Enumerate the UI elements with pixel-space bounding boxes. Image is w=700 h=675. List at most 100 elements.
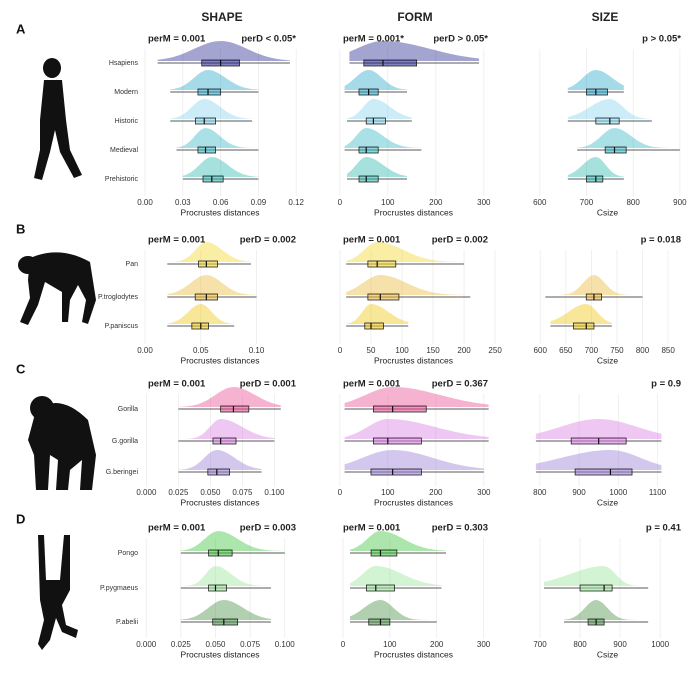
density — [167, 242, 251, 262]
x-tick-label: 600 — [533, 198, 547, 207]
x-tick-label: 0.00 — [137, 198, 153, 207]
panel-label: A — [16, 21, 26, 36]
density — [167, 304, 235, 324]
x-tick-label: 50 — [367, 346, 376, 355]
density — [567, 70, 624, 90]
density — [544, 566, 649, 586]
category-label: Gorilla — [118, 406, 138, 413]
density — [178, 419, 275, 439]
density — [550, 304, 612, 324]
box — [212, 618, 239, 626]
density — [344, 450, 484, 470]
x-axis-label: Procrustes distances — [374, 649, 453, 659]
x-tick-label: 900 — [673, 198, 687, 207]
density — [178, 450, 262, 470]
panel-label: B — [16, 221, 25, 236]
box — [586, 175, 604, 183]
x-tick-label: 0.000 — [136, 640, 157, 649]
column-title: FORM — [397, 10, 432, 24]
density — [167, 275, 257, 295]
x-axis-label: Procrustes distances — [374, 497, 453, 507]
x-tick-label: 800 — [636, 346, 650, 355]
stat-annotation: perM = 0.001 — [148, 523, 206, 534]
stat-annotation: perM = 0.001 — [148, 34, 206, 45]
density — [170, 70, 259, 90]
x-tick-label: 100 — [395, 346, 409, 355]
x-axis-label: Csize — [597, 649, 619, 659]
box — [198, 260, 218, 268]
density — [346, 275, 471, 295]
x-tick-label: 0 — [338, 346, 343, 355]
stat-annotation: perD = 0.001 — [240, 379, 297, 390]
density — [567, 99, 652, 119]
density — [182, 157, 259, 177]
column-title: SHAPE — [201, 10, 242, 24]
stat-annotation: perD = 0.002 — [432, 235, 488, 246]
x-tick-label: 0.09 — [251, 198, 267, 207]
x-tick-label: 200 — [457, 346, 471, 355]
column-title: SIZE — [592, 10, 619, 24]
density — [344, 70, 408, 90]
stat-annotation: perD = 0.002 — [240, 235, 296, 246]
box — [197, 146, 216, 154]
density — [180, 531, 285, 551]
x-tick-label: 0.050 — [200, 488, 221, 497]
x-tick-label: 0.000 — [136, 488, 157, 497]
x-tick-label: 0.100 — [275, 640, 296, 649]
box — [365, 117, 386, 125]
density — [347, 99, 412, 119]
stat-annotation: perM = 0.001 — [343, 523, 401, 534]
density — [180, 600, 271, 620]
x-tick-label: 0.075 — [232, 488, 253, 497]
box — [367, 260, 397, 268]
x-tick-label: 0.100 — [264, 488, 285, 497]
box — [208, 584, 227, 592]
panel-label: C — [16, 361, 26, 376]
density — [545, 275, 643, 295]
box — [208, 549, 233, 557]
box — [363, 59, 418, 67]
x-tick-label: 900 — [572, 488, 586, 497]
x-tick-label: 1000 — [651, 640, 669, 649]
stat-annotation: p > 0.05* — [642, 34, 681, 45]
stat-annotation: perD = 0.303 — [432, 523, 488, 534]
x-tick-label: 0.10 — [249, 346, 265, 355]
stat-annotation: perM = 0.001 — [343, 379, 401, 390]
category-label: Medieval — [110, 147, 138, 154]
category-label: Hsapiens — [109, 60, 139, 67]
stat-annotation: perM = 0.001 — [148, 235, 206, 246]
stat-annotation: perD > 0.05* — [433, 34, 488, 45]
density — [577, 128, 680, 148]
x-tick-label: 1100 — [649, 488, 667, 497]
density — [170, 99, 253, 119]
x-axis-label: Procrustes distances — [374, 355, 453, 365]
box — [370, 549, 398, 557]
x-axis-label: Csize — [597, 497, 619, 507]
stat-annotation: perM = 0.001 — [343, 235, 401, 246]
panel-label: D — [16, 511, 25, 526]
box — [586, 88, 608, 96]
density — [349, 566, 442, 586]
box — [207, 468, 230, 476]
x-tick-label: 800 — [573, 640, 587, 649]
x-axis-label: Procrustes distances — [181, 207, 260, 217]
category-label: Prehistoric — [105, 176, 139, 183]
box — [358, 146, 379, 154]
x-tick-label: 700 — [580, 198, 594, 207]
box — [579, 584, 613, 592]
box — [368, 618, 391, 626]
category-label: P.pygmaeus — [100, 585, 139, 592]
box — [595, 117, 620, 125]
category-label: P.paniscus — [105, 323, 139, 330]
x-tick-label: 0.075 — [240, 640, 261, 649]
stat-annotation: perD = 0.367 — [432, 379, 488, 390]
x-tick-label: 0 — [341, 640, 346, 649]
box — [373, 405, 427, 413]
x-tick-label: 0.05 — [193, 346, 209, 355]
density — [535, 419, 662, 439]
chimp-silhouette — [18, 252, 96, 325]
stat-annotation: perM = 0.001 — [148, 379, 206, 390]
x-tick-label: 200 — [429, 488, 443, 497]
box — [364, 322, 384, 330]
